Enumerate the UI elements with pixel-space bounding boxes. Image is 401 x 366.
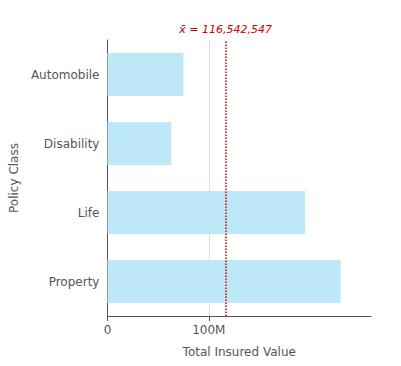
- svg-text:Disability: Disability: [44, 137, 100, 151]
- svg-text:Total Insured Value: Total Insured Value: [182, 345, 296, 359]
- svg-text:100M: 100M: [192, 323, 225, 337]
- svg-text:Life: Life: [78, 206, 100, 220]
- svg-text:Property: Property: [49, 275, 100, 289]
- svg-text:Policy Class: Policy Class: [7, 143, 21, 213]
- svg-text:Automobile: Automobile: [31, 68, 100, 82]
- svg-text:0: 0: [104, 323, 112, 337]
- svg-text:x̄ = 116,542,547: x̄ = 116,542,547: [178, 23, 272, 36]
